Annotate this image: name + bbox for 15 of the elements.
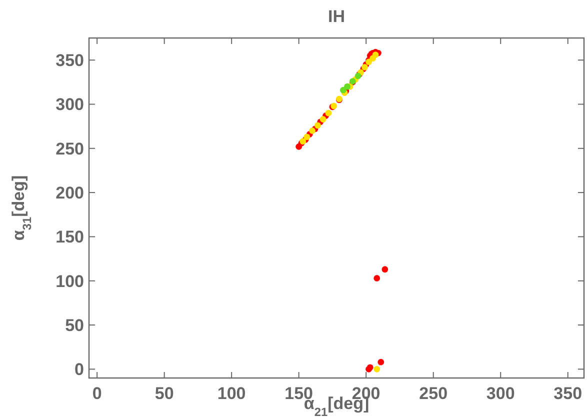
y-tick-label: 0 bbox=[74, 360, 84, 380]
x-tick-label: 0 bbox=[92, 384, 102, 403]
x-tick-label: 250 bbox=[419, 384, 448, 403]
y-tick-label: 150 bbox=[56, 228, 84, 247]
x-tick-label: 300 bbox=[486, 384, 515, 403]
y-tick-label: 100 bbox=[56, 272, 84, 291]
y-tick-label: 200 bbox=[56, 184, 84, 203]
y-tick-label: 250 bbox=[56, 139, 84, 158]
x-tick-label: 100 bbox=[217, 384, 246, 403]
chart-title: IH bbox=[328, 7, 345, 26]
y-tick-label: 350 bbox=[56, 51, 84, 70]
y-tick-label: 300 bbox=[56, 95, 84, 114]
x-tick-label: 350 bbox=[554, 384, 582, 403]
y-tick-label: 50 bbox=[65, 316, 84, 336]
x-tick-label: 50 bbox=[154, 384, 174, 403]
